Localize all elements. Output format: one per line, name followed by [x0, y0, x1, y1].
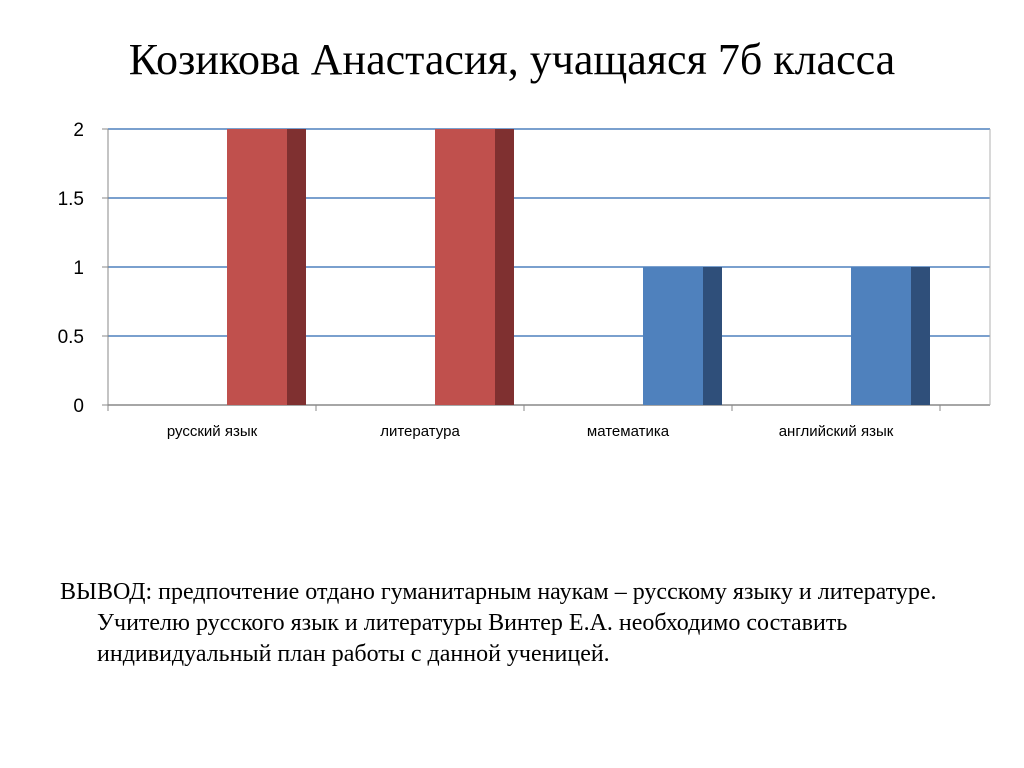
y-tick-label: 0.5 — [58, 327, 84, 348]
y-tick-label: 0 — [73, 396, 84, 417]
bar-chart: 0 0.5 1 1.5 2 русский язык литература математи… — [58, 120, 991, 440]
y-tick-label: 1.5 — [58, 189, 84, 210]
bar-3 — [643, 267, 703, 405]
y-tick-label: 1 — [73, 258, 84, 279]
bar-2 — [435, 129, 495, 405]
y-axis-tick-labels: 0 0.5 1 1.5 2 — [58, 120, 84, 417]
chart-bars — [227, 129, 930, 405]
bar-4-side — [911, 267, 930, 405]
slide-title: Козикова Анастасия, учащаяся 7б класса — [128, 35, 896, 84]
x-category-label: русский язык — [167, 423, 258, 440]
x-category-label: литература — [380, 423, 460, 440]
bar-4 — [851, 267, 911, 405]
bar-1 — [227, 129, 287, 405]
bar-2-side — [495, 129, 514, 405]
bar-1-side — [287, 129, 306, 405]
x-category-label: математика — [587, 423, 670, 440]
x-category-label: английский язык — [779, 423, 894, 440]
bar-3-side — [703, 267, 722, 405]
y-tick-label: 2 — [73, 120, 84, 141]
x-axis-category-labels: русский язык литература математика английск… — [167, 423, 894, 440]
conclusion-text: ВЫВОД: предпочтение отдано гуманитарным … — [60, 579, 937, 667]
